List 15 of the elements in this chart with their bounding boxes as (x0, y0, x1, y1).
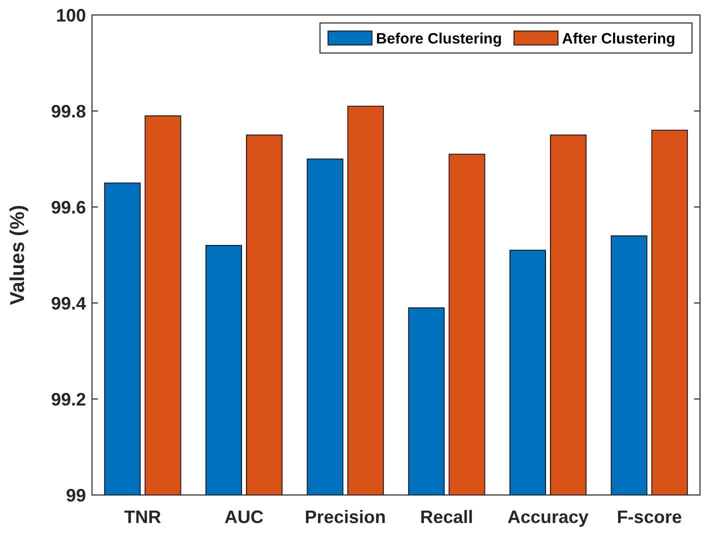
x-tick-label: TNR (124, 507, 162, 527)
y-axis-title: Values (%) (7, 204, 29, 306)
legend-label: After Clustering (562, 30, 676, 48)
x-tick-label: Recall (420, 507, 474, 527)
x-tick-label: F-score (616, 507, 682, 527)
y-tick-label: 99 (66, 485, 86, 506)
x-tick-label: Precision (304, 507, 386, 527)
x-tick-label: AUC (224, 507, 264, 527)
y-tick-label: 99.6 (50, 197, 86, 218)
y-tick-label: 99.2 (50, 389, 86, 410)
y-tick-label: 99.4 (50, 293, 86, 314)
legend-label: Before Clustering (376, 30, 502, 48)
y-tick-label: 100 (56, 5, 86, 26)
x-tick-label: Accuracy (507, 507, 589, 527)
y-tick-label: 99.8 (50, 101, 86, 122)
